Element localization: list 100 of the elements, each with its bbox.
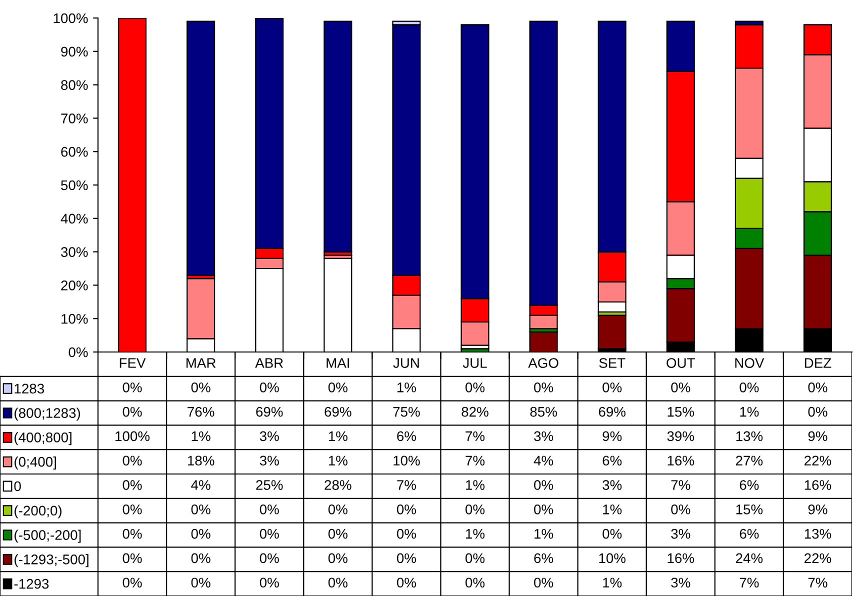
data-label: 15% [736, 504, 763, 514]
data-label: 0% [808, 406, 828, 417]
y-tick-label: 80% [61, 80, 88, 90]
x-tick-label: OUT [666, 358, 695, 368]
legend-label: (800;1283) [14, 408, 80, 421]
data-label: 7% [671, 480, 690, 490]
data-label: 4% [191, 480, 210, 490]
data-label: 69% [256, 406, 283, 417]
data-label: 0% [534, 480, 554, 490]
bar [186, 20, 216, 276]
data-label: 0% [534, 578, 554, 588]
data-label: 0% [328, 578, 348, 588]
data-label: 7% [808, 578, 828, 588]
y-tick-label: 0% [68, 347, 88, 358]
data-label: 0% [191, 528, 210, 539]
data-label: 6% [602, 456, 622, 466]
data-label: 7% [397, 480, 416, 490]
data-label: 1% [534, 528, 554, 539]
data-label: 10% [599, 553, 626, 564]
data-label: 76% [188, 406, 214, 417]
data-label: 16% [668, 553, 694, 564]
data-label: 4% [534, 456, 554, 466]
data-label: 0% [466, 578, 485, 588]
data-label: 0% [534, 382, 554, 392]
data-label: 16% [668, 456, 694, 466]
data-label: 18% [188, 456, 214, 466]
legend-label: 1283 [14, 384, 44, 394]
x-tick-label: ABR [255, 358, 283, 368]
data-label: 27% [736, 456, 763, 466]
data-label: 6% [534, 553, 554, 564]
data-label: 0% [260, 528, 279, 539]
data-label: 0% [122, 456, 142, 466]
data-label: 1% [192, 431, 210, 442]
legend-label: (0;400] [14, 456, 56, 470]
data-label: 0% [466, 504, 485, 514]
data-label: 0% [671, 504, 690, 514]
legend-label: -1293 [14, 578, 49, 589]
y-tick-label: 50% [61, 180, 88, 190]
data-label: 0% [260, 553, 279, 564]
data-label: 0% [122, 382, 142, 392]
x-tick-label: FEV [120, 358, 146, 368]
bar [324, 20, 352, 252]
data-label: 0% [328, 528, 348, 539]
data-label: 0% [808, 382, 828, 392]
data-label: 0% [122, 553, 142, 564]
data-label: 22% [804, 456, 832, 466]
legend-label: (400;800] [14, 432, 72, 446]
x-tick-label: AGO [528, 358, 558, 368]
data-label: 0% [328, 382, 348, 392]
data-label: 1% [466, 528, 485, 539]
data-label: 75% [393, 406, 420, 417]
data-label: 13% [736, 431, 763, 442]
data-label: 0% [191, 578, 210, 588]
data-label: 0% [122, 504, 142, 514]
data-label: 69% [598, 406, 626, 417]
data-label: 0% [396, 504, 416, 514]
data-label: 1% [328, 431, 348, 442]
data-label: 0% [328, 504, 348, 514]
y-tick-label: 70% [61, 114, 88, 124]
x-tick-label: MAR [186, 358, 216, 368]
data-label: 9% [808, 431, 828, 442]
y-tick-label: 90% [61, 46, 88, 57]
data-label: 100% [116, 431, 150, 442]
data-label: 0% [122, 578, 142, 588]
data-label: 1% [603, 578, 622, 588]
data-label: 1% [740, 406, 759, 417]
data-label: 85% [530, 406, 557, 417]
data-label: 1% [397, 382, 416, 392]
y-tick-label: 30% [61, 247, 88, 257]
data-label: 0% [466, 553, 485, 564]
data-label: 16% [804, 480, 832, 490]
data-label: 0% [122, 480, 142, 490]
data-label: 3% [534, 431, 554, 442]
data-label: 15% [668, 406, 694, 417]
x-tick-label: JUL [462, 358, 487, 368]
data-label: 1% [466, 480, 485, 490]
data-label: 0% [122, 528, 142, 539]
data-label: 1% [603, 504, 622, 514]
data-label: 0% [122, 406, 142, 417]
legend-label: 0 [14, 481, 21, 492]
data-label: 82% [462, 406, 488, 417]
bar [598, 314, 626, 350]
legend-label: (-200;0) [14, 505, 62, 518]
y-tick-label: 10% [62, 314, 88, 324]
data-label: 3% [260, 456, 279, 466]
data-label: 39% [667, 431, 694, 442]
data-label: 3% [260, 431, 279, 442]
data-label: 7% [466, 431, 485, 442]
x-tick-label: DEZ [804, 358, 832, 368]
data-label: 6% [740, 480, 759, 490]
data-label: 0% [602, 382, 622, 392]
data-label: 25% [256, 480, 283, 490]
data-label: 0% [260, 382, 279, 392]
data-label: 24% [736, 553, 763, 564]
data-label: 9% [602, 431, 622, 442]
data-label: 0% [534, 504, 554, 514]
data-label: 7% [740, 578, 759, 588]
x-tick-label: SET [599, 358, 626, 368]
data-label: 69% [324, 406, 352, 417]
data-label: 3% [671, 528, 690, 539]
